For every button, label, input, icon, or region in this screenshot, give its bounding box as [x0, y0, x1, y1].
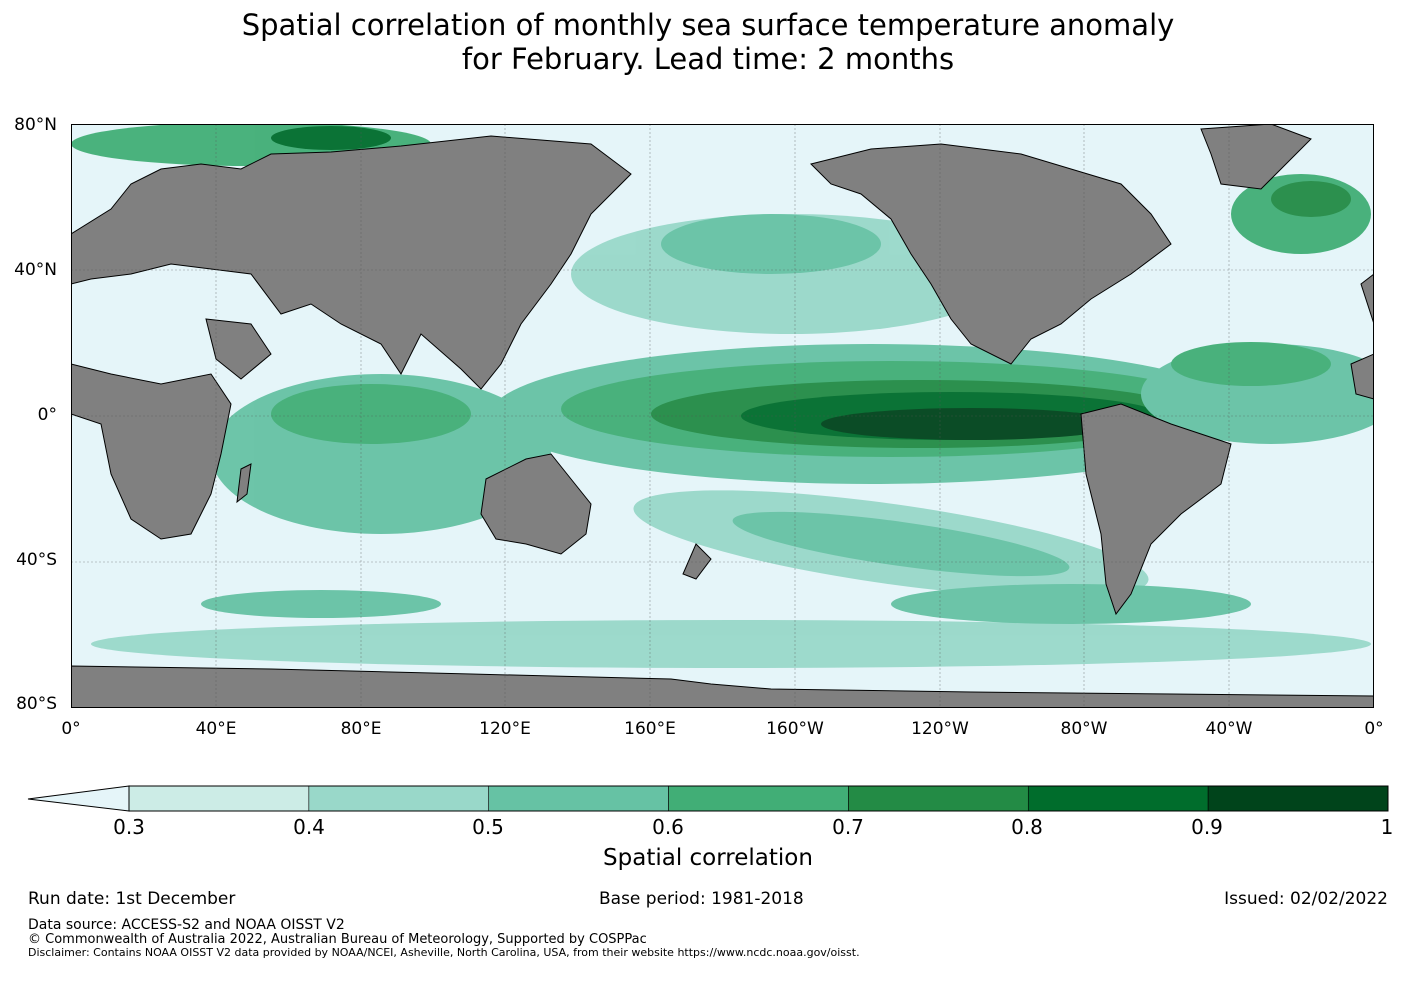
land-eurasia — [71, 135, 632, 390]
lat-label-40n: 40°N — [14, 260, 57, 280]
band-southern-ocean — [91, 620, 1371, 668]
lon-label-0-east: 0° — [1364, 719, 1384, 739]
land — [71, 124, 1374, 708]
land-south-america — [1080, 403, 1232, 616]
lon-label-40w: 40°W — [1205, 719, 1253, 739]
disclaimer: Disclaimer: Contains NOAA OISST V2 data … — [28, 946, 860, 959]
lat-label-40s: 40°S — [16, 550, 57, 570]
colorbar-tick-0.3: 0.3 — [113, 815, 145, 839]
colorbar-segment-0.6-0.7 — [668, 785, 849, 812]
correlation-field — [71, 124, 1374, 668]
colorbar-tick-0.8: 0.8 — [1011, 815, 1043, 839]
colorbar — [25, 785, 1391, 819]
lat-label-80n: 80°N — [14, 115, 57, 135]
chart-title: Spatial correlation of monthly sea surfa… — [0, 8, 1416, 76]
colorbar-tick-0.4: 0.4 — [293, 815, 325, 839]
colorbar-title: Spatial correlation — [603, 845, 813, 871]
lon-label-0-west: 0° — [61, 719, 81, 739]
lon-label-120w: 120°W — [911, 719, 969, 739]
colorbar-tick-0.6: 0.6 — [652, 815, 684, 839]
lon-label-40e: 40°E — [195, 719, 237, 739]
land-arabia — [205, 318, 272, 380]
colorbar-segment-0.4-0.5 — [308, 785, 490, 812]
lat-label-0: 0° — [37, 405, 57, 425]
title-line-2: for February. Lead time: 2 months — [461, 42, 955, 76]
land-antarctica — [71, 665, 1374, 708]
copyright: © Commonwealth of Australia 2022, Austra… — [28, 932, 647, 947]
colorbar-tick-0.5: 0.5 — [472, 815, 504, 839]
colorbar-tick-1: 1 — [1380, 815, 1394, 839]
band-eq-pacific-core — [821, 408, 1121, 440]
land-australia — [480, 453, 592, 555]
colorbar-segment-0.9-1 — [1207, 785, 1389, 812]
land-new-zealand — [682, 543, 712, 580]
title-line-1: Spatial correlation of monthly sea surfa… — [241, 8, 1175, 42]
land-madagascar — [236, 463, 252, 504]
lon-label-120e: 120°E — [479, 719, 531, 739]
data-source: Data source: ACCESS-S2 and NOAA OISST V2 — [28, 917, 345, 933]
colorbar-segment-0.3-0.4 — [128, 785, 310, 812]
land-greenland — [1200, 124, 1312, 190]
base-period: Base period: 1981-2018 — [599, 889, 804, 909]
run-date: Run date: 1st December — [28, 889, 236, 909]
colorbar-segment-0.5-0.6 — [488, 785, 669, 812]
lat-label-80s: 80°S — [16, 694, 57, 714]
colorbar-extend-arrow — [27, 785, 130, 812]
land-north-america — [810, 143, 1172, 365]
land-africa — [71, 363, 232, 540]
colorbar-segment-0.7-0.8 — [848, 785, 1029, 812]
correlation-map — [71, 124, 1374, 708]
colorbar-segment-0.8-0.9 — [1027, 785, 1209, 812]
issued-date: Issued: 02/02/2022 — [1224, 889, 1388, 909]
lon-label-160w: 160°W — [766, 719, 824, 739]
lon-label-80e: 80°E — [340, 719, 382, 739]
gridlines — [71, 124, 1374, 708]
colorbar-tick-0.9: 0.9 — [1191, 815, 1223, 839]
lon-label-80w: 80°W — [1060, 719, 1108, 739]
colorbar-tick-0.7: 0.7 — [832, 815, 864, 839]
lon-label-160e: 160°E — [624, 719, 676, 739]
